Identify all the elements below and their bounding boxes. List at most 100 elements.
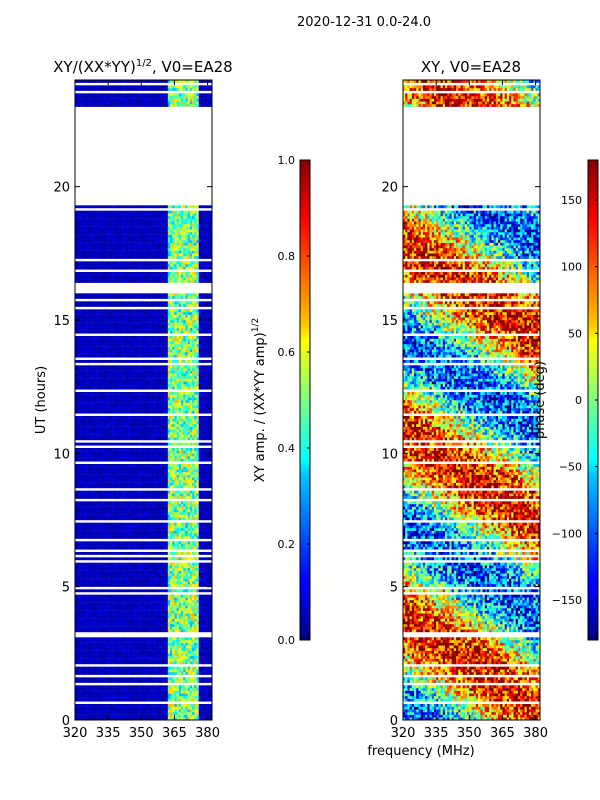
heatmap-cell (116, 645, 120, 649)
heatmap-cell (209, 669, 212, 673)
heatmap-cell (143, 597, 147, 601)
heatmap-cell (130, 533, 133, 537)
heatmap-cell (128, 706, 131, 710)
heatmap-cell (187, 480, 191, 483)
heatmap-cell (97, 490, 100, 494)
heatmap-cell (163, 562, 166, 566)
heatmap-cell (103, 536, 107, 539)
heatmap-cell (125, 648, 129, 651)
heatmap-cell (79, 624, 82, 627)
heatmap-cell (158, 621, 162, 625)
heatmap-cell (108, 525, 111, 529)
heatmap-cell (86, 578, 89, 582)
heatmap-cell (79, 613, 82, 617)
heatmap-cell (209, 645, 212, 649)
heatmap-cell (172, 602, 175, 606)
heatmap-cell (123, 650, 127, 654)
heatmap-cell (178, 669, 182, 673)
heatmap-cell (123, 613, 127, 617)
heatmap-cell (154, 712, 158, 715)
heatmap-cell (172, 610, 175, 614)
heatmap-cell (196, 576, 200, 579)
heatmap-cell (176, 469, 180, 473)
heatmap-cell (83, 640, 87, 643)
heatmap-cell (150, 546, 153, 550)
heatmap-cell (141, 509, 144, 513)
heatmap-cell (143, 594, 147, 598)
heatmap-cell (128, 677, 131, 681)
heatmap-cell (97, 482, 100, 486)
heatmap-cell (75, 648, 78, 651)
heatmap-cell (170, 536, 173, 539)
heatmap-cell (123, 696, 127, 699)
heatmap-cell (185, 712, 188, 715)
heatmap-cell (94, 696, 98, 699)
heatmap-cell (192, 626, 195, 630)
heatmap-cell (163, 496, 166, 499)
heatmap-cell (79, 578, 82, 582)
heatmap-cell (145, 621, 149, 625)
heatmap-cell (194, 706, 197, 710)
heatmap-row (75, 608, 212, 611)
heatmap-cell (181, 602, 184, 606)
heatmap-cell (152, 616, 155, 619)
heatmap-cell (192, 597, 195, 601)
heatmap-cell (205, 712, 208, 715)
heatmap-cell (101, 485, 105, 489)
heatmap-cell (176, 485, 180, 489)
heatmap-cell (172, 525, 175, 529)
heatmap-cell (116, 517, 120, 521)
heatmap-cell (167, 530, 171, 534)
heatmap-cell (88, 533, 91, 537)
heatmap-cell (205, 714, 208, 718)
heatmap-cell (165, 618, 169, 622)
heatmap-cell (200, 496, 204, 499)
heatmap-cell (81, 522, 85, 526)
heatmap-cell (99, 552, 102, 555)
heatmap-cell (152, 509, 155, 513)
heatmap-row (75, 480, 212, 483)
heatmap-cell (75, 653, 78, 657)
heatmap-cell (156, 469, 160, 473)
heatmap-cell (167, 618, 171, 622)
heatmap-cell (187, 533, 191, 537)
heatmap-cell (108, 477, 111, 481)
heatmap-cell (99, 581, 102, 585)
heatmap-cell (125, 680, 129, 683)
heatmap-cell (90, 618, 93, 622)
heatmap-cell (105, 605, 109, 609)
heatmap-cell (203, 541, 206, 545)
heatmap-cell (132, 661, 135, 665)
heatmap-cell (207, 602, 211, 606)
heatmap-cell (158, 533, 162, 537)
heatmap-cell (114, 629, 118, 633)
heatmap-cell (81, 584, 85, 587)
heatmap-cell (209, 653, 212, 657)
heatmap-cell (108, 480, 111, 483)
heatmap-cell (143, 608, 147, 611)
heatmap-cell (123, 706, 127, 710)
heatmap-cell (86, 621, 89, 625)
heatmap-cell (92, 541, 96, 545)
heatmap-cell (209, 474, 212, 478)
heatmap-cell (150, 621, 153, 625)
heatmap-row (75, 544, 212, 547)
heatmap-cell (130, 656, 133, 659)
heatmap-cell (121, 629, 124, 633)
heatmap-row (75, 621, 212, 625)
heatmap-cell (114, 474, 118, 478)
heatmap-cell (145, 605, 149, 609)
heatmap-cell (154, 594, 158, 598)
heatmap-row (75, 698, 212, 702)
heatmap-cell (176, 472, 180, 475)
heatmap-cell (81, 600, 85, 603)
heatmap-cell (103, 600, 107, 603)
heatmap-cell (125, 661, 129, 665)
heatmap-cell (105, 493, 109, 497)
heatmap-cell (174, 472, 177, 475)
heatmap-cell (172, 685, 175, 689)
heatmap-cell (154, 581, 158, 585)
heatmap-cell (92, 605, 96, 609)
heatmap-cell (167, 504, 171, 507)
heatmap-cell (196, 517, 200, 521)
